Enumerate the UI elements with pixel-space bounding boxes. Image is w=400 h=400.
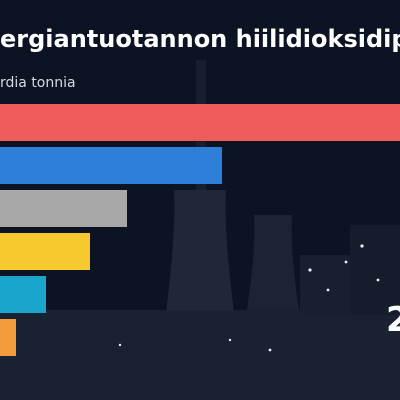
factory-light (308, 268, 312, 272)
bar-2 (0, 147, 222, 184)
bar-4 (0, 233, 90, 270)
bar-3 (0, 190, 127, 227)
factory-tower (350, 225, 400, 315)
factory-light (376, 278, 380, 282)
cooling-tower-right (244, 215, 302, 330)
factory-light (344, 260, 348, 264)
bar-6 (0, 319, 16, 356)
bar-1 (0, 104, 400, 141)
bar-5 (0, 276, 46, 313)
cooling-tower-left (164, 190, 236, 330)
factory-light (228, 338, 232, 342)
factory-light (360, 244, 364, 248)
factory-light (268, 348, 272, 352)
year-label: 2 (386, 300, 400, 340)
chart-subtitle: rdia tonnia (0, 75, 76, 91)
chart-title: ergiantuotannon hiilidioksidipä (0, 25, 400, 53)
factory-ground (0, 310, 400, 400)
factory-light (326, 288, 330, 292)
factory-light (118, 343, 122, 347)
